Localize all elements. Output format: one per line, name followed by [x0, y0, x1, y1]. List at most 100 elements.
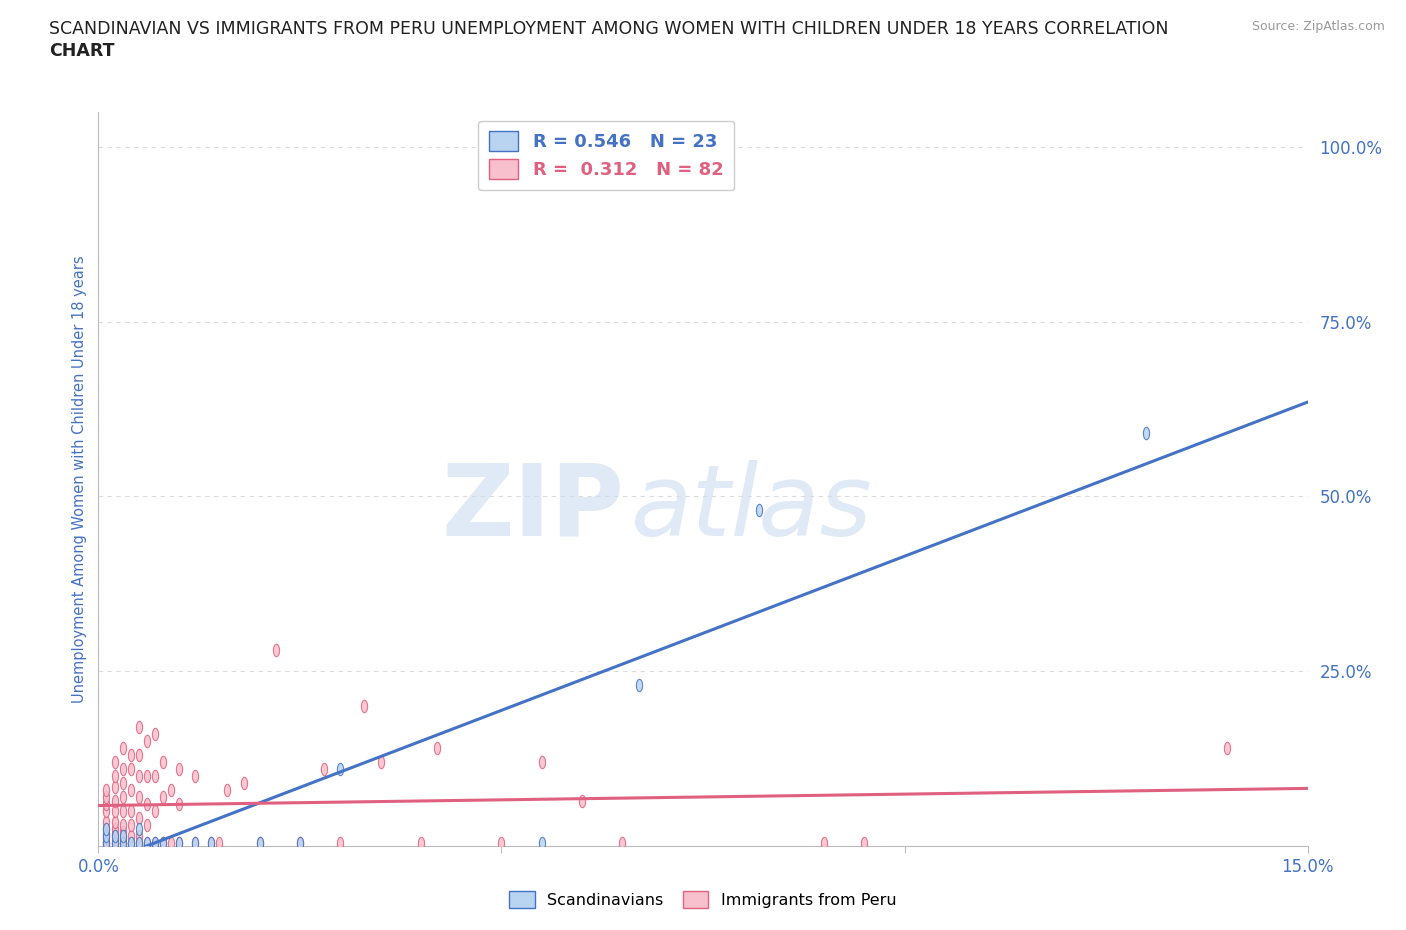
Point: [1135, 426, 1157, 441]
Point: [571, 793, 593, 808]
Point: [200, 835, 222, 850]
Point: [200, 835, 222, 850]
Point: [96, 804, 118, 818]
Point: [96, 835, 118, 850]
Point: [143, 835, 166, 850]
Point: [135, 835, 157, 850]
Point: [96, 833, 118, 848]
Point: [314, 762, 336, 777]
Point: [217, 783, 239, 798]
Point: [143, 835, 166, 850]
Point: [96, 815, 118, 830]
Text: ZIP: ZIP: [441, 459, 624, 557]
Text: Source: ZipAtlas.com: Source: ZipAtlas.com: [1251, 20, 1385, 33]
Point: [103, 835, 125, 850]
Point: [184, 835, 207, 850]
Point: [288, 835, 311, 850]
Point: [128, 748, 150, 763]
Point: [208, 835, 231, 850]
Point: [103, 793, 125, 808]
Point: [128, 829, 150, 844]
Point: [128, 769, 150, 784]
Point: [111, 776, 134, 790]
Point: [329, 835, 352, 850]
Point: [103, 779, 125, 794]
Point: [135, 797, 157, 812]
Point: [143, 804, 166, 818]
Point: [103, 829, 125, 844]
Point: [120, 748, 142, 763]
Point: [135, 817, 157, 832]
Point: [152, 835, 174, 850]
Point: [111, 762, 134, 777]
Point: [103, 831, 125, 846]
Point: [103, 804, 125, 818]
Point: [111, 831, 134, 846]
Point: [120, 762, 142, 777]
Legend: R = 0.546   N = 23, R =  0.312   N = 82: R = 0.546 N = 23, R = 0.312 N = 82: [478, 121, 734, 191]
Point: [288, 835, 311, 850]
Point: [184, 835, 207, 850]
Point: [491, 835, 513, 850]
Point: [264, 643, 287, 658]
Point: [111, 817, 134, 832]
Point: [128, 720, 150, 735]
Point: [612, 835, 634, 850]
Point: [128, 790, 150, 804]
Point: [167, 835, 190, 850]
Point: [103, 826, 125, 841]
Point: [128, 835, 150, 850]
Point: [152, 835, 174, 850]
Text: atlas: atlas: [630, 459, 872, 557]
Point: [167, 835, 190, 850]
Point: [1216, 741, 1239, 756]
Point: [111, 825, 134, 840]
Point: [128, 811, 150, 826]
Point: [103, 815, 125, 830]
Point: [143, 727, 166, 742]
Point: [353, 699, 375, 714]
Point: [96, 821, 118, 836]
Point: [143, 769, 166, 784]
Point: [167, 797, 190, 812]
Point: [530, 755, 553, 770]
Point: [103, 769, 125, 784]
Point: [103, 821, 125, 836]
Point: [135, 734, 157, 749]
Point: [111, 741, 134, 756]
Point: [103, 835, 125, 850]
Point: [111, 835, 134, 850]
Point: [120, 835, 142, 850]
Point: [111, 804, 134, 818]
Point: [96, 790, 118, 804]
Point: [120, 829, 142, 844]
Point: [96, 821, 118, 836]
Legend: Scandinavians, Immigrants from Peru: Scandinavians, Immigrants from Peru: [503, 884, 903, 914]
Point: [96, 835, 118, 850]
Point: [232, 776, 254, 790]
Point: [160, 835, 183, 850]
Point: [120, 783, 142, 798]
Point: [103, 755, 125, 770]
Point: [813, 835, 835, 850]
Point: [627, 678, 650, 693]
Point: [135, 769, 157, 784]
Point: [184, 769, 207, 784]
Point: [530, 835, 553, 850]
Point: [152, 755, 174, 770]
Point: [96, 797, 118, 812]
Point: [111, 829, 134, 844]
Point: [96, 826, 118, 841]
Point: [249, 835, 271, 850]
Point: [135, 835, 157, 850]
Point: [120, 835, 142, 850]
Point: [111, 835, 134, 850]
Point: [748, 503, 770, 518]
Point: [167, 762, 190, 777]
Point: [853, 835, 876, 850]
Point: [329, 762, 352, 777]
Point: [128, 821, 150, 836]
Point: [128, 835, 150, 850]
Y-axis label: Unemployment Among Women with Children Under 18 years: Unemployment Among Women with Children U…: [72, 255, 87, 703]
Point: [120, 804, 142, 818]
